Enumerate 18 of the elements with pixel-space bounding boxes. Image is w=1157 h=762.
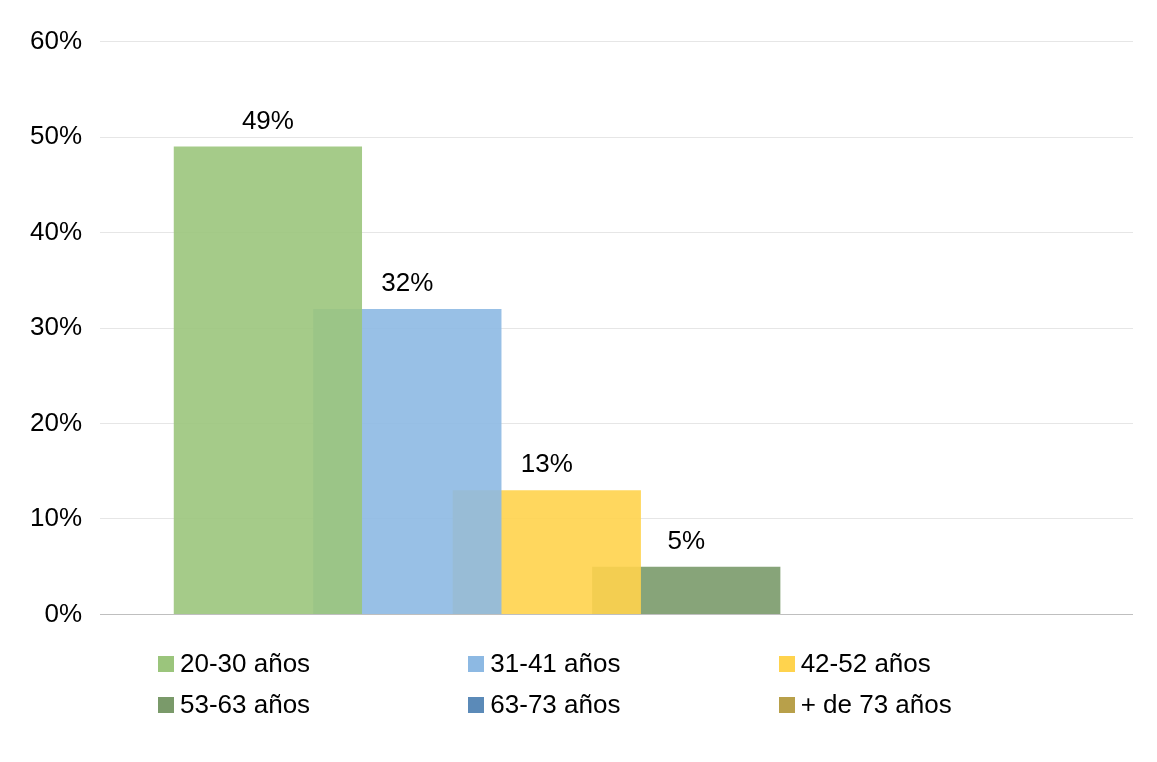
bar <box>173 146 363 614</box>
y-tick-label: 0% <box>44 597 83 628</box>
legend-label: 63-73 años <box>490 689 621 720</box>
y-tick-label: 60% <box>29 24 83 55</box>
y-tick-label: 20% <box>29 406 83 437</box>
legend-label: 20-30 años <box>180 648 311 679</box>
y-tick-label: 10% <box>29 502 83 533</box>
legend-label: 53-63 años <box>180 689 311 720</box>
legend-label: + de 73 años <box>800 689 952 720</box>
legend-label: 31-41 años <box>490 648 621 679</box>
legend-label: 42-52 años <box>800 648 931 679</box>
data-label: 49% <box>241 104 294 135</box>
y-tick-label: 50% <box>29 120 83 151</box>
data-label: 13% <box>520 448 573 479</box>
y-tick-label: 40% <box>29 215 83 246</box>
y-tick-label: 30% <box>29 311 83 342</box>
data-label: 32% <box>381 267 434 298</box>
data-label: 5% <box>667 524 706 555</box>
